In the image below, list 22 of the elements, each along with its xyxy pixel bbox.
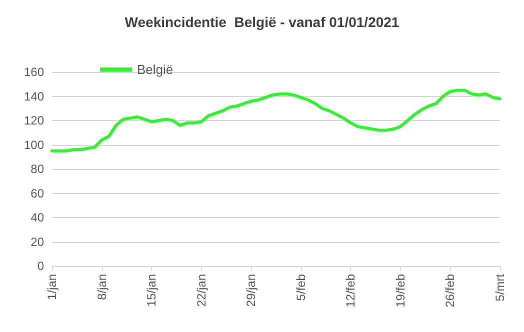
x-tick-label: 8/jan [94,274,109,300]
x-tick-label: 5/feb [294,274,308,301]
x-tick-label: 1/jan [45,274,59,300]
y-tick-label: 60 [30,186,44,200]
y-tick-label: 0 [37,259,44,273]
x-tick-label: 26/feb [443,274,458,308]
y-tick-label: 80 [30,162,44,176]
x-tick-label: 19/feb [393,274,408,308]
y-tick-label: 140 [24,89,44,104]
x-tick-label: 29/jan [244,274,258,307]
x-tick-label: 5/mrt [493,273,507,302]
y-tick-label: 100 [24,138,44,152]
y-tick-label: 40 [30,210,44,224]
y-tick-label: 20 [30,234,44,249]
chart-title: Weekincidentie België - vanaf 01/01/2021 [124,14,400,30]
y-tick-label: 120 [24,114,44,128]
x-tick-label: 22/jan [194,274,208,307]
x-tick-label: 12/feb [344,274,358,308]
legend-label: België [137,62,174,77]
x-tick-label: 15/jan [144,274,159,307]
line-series [50,88,502,152]
y-tick-label: 160 [24,65,44,79]
